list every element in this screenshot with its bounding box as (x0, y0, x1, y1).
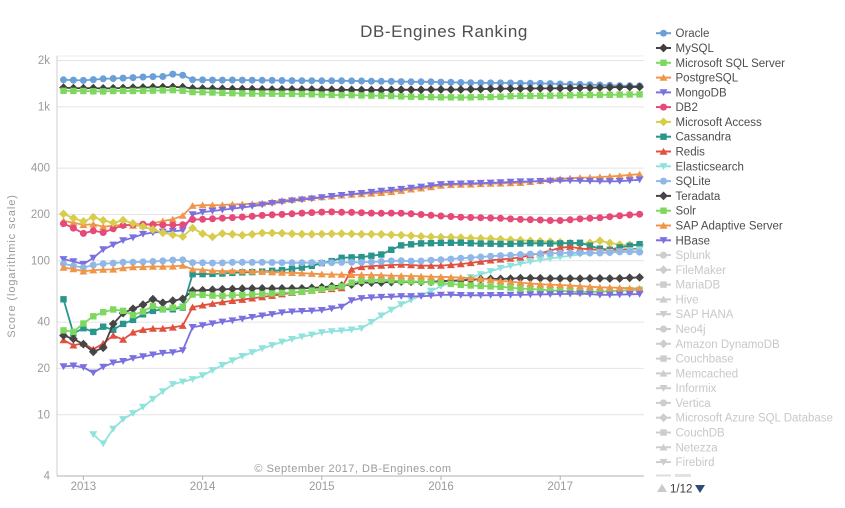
svg-text:Cassandra: Cassandra (676, 132, 732, 144)
svg-text:Teradata: Teradata (676, 191, 721, 203)
svg-text:4: 4 (44, 471, 51, 483)
svg-text:Vertica: Vertica (676, 398, 712, 410)
svg-text:400: 400 (31, 163, 50, 175)
svg-text:Splunk: Splunk (676, 250, 711, 262)
svg-text:SAP Adaptive Server: SAP Adaptive Server (676, 221, 783, 233)
svg-text:Microsoft SQL Server: Microsoft SQL Server (676, 58, 786, 70)
svg-text:SAP HANA: SAP HANA (676, 309, 734, 321)
svg-text:Redis: Redis (676, 147, 706, 159)
svg-text:Firebird: Firebird (676, 457, 715, 469)
svg-text:MongoDB: MongoDB (676, 87, 727, 99)
svg-text:Couchbase: Couchbase (676, 354, 734, 366)
svg-text:© September 2017, DB-Engines.c: © September 2017, DB-Engines.com (254, 463, 451, 475)
svg-text:DB2: DB2 (676, 102, 698, 114)
svg-text:Memcached: Memcached (676, 368, 739, 380)
svg-text:MariaDB: MariaDB (676, 280, 721, 292)
svg-text:Informix: Informix (676, 383, 717, 395)
svg-text:10: 10 (37, 409, 50, 421)
svg-text:2014: 2014 (190, 481, 216, 493)
svg-text:2015: 2015 (309, 481, 335, 493)
svg-text:Neo4j: Neo4j (676, 324, 706, 336)
svg-text:100: 100 (31, 255, 50, 267)
svg-text:Microsoft Access: Microsoft Access (676, 117, 763, 129)
svg-text:Oracle: Oracle (676, 28, 710, 40)
svg-text:SQLite: SQLite (676, 176, 711, 188)
svg-text:CouchDB: CouchDB (676, 428, 726, 440)
svg-text:20: 20 (37, 363, 50, 375)
svg-text:1/12: 1/12 (670, 484, 692, 496)
svg-text:Solr: Solr (676, 206, 697, 218)
svg-text:Amazon DynamoDB: Amazon DynamoDB (676, 339, 781, 351)
svg-text:1k: 1k (38, 101, 50, 113)
svg-text:40: 40 (37, 317, 50, 329)
svg-text:Score (logarithmic scale): Score (logarithmic scale) (6, 194, 18, 338)
svg-text:2016: 2016 (428, 481, 454, 493)
svg-text:MySQL: MySQL (676, 43, 715, 55)
svg-text:2k: 2k (38, 55, 50, 67)
svg-text:200: 200 (31, 209, 50, 221)
svg-text:Elasticsearch: Elasticsearch (676, 161, 744, 173)
svg-text:HBase: HBase (676, 235, 711, 247)
svg-text:Microsoft Azure SQL Database: Microsoft Azure SQL Database (676, 413, 833, 425)
svg-text:FileMaker: FileMaker (676, 265, 727, 277)
svg-text:Hive: Hive (676, 294, 699, 306)
svg-text:Netezza: Netezza (676, 442, 719, 454)
svg-text:2017: 2017 (547, 481, 573, 493)
svg-text:DB-Engines Ranking: DB-Engines Ranking (360, 22, 528, 41)
svg-text:PostgreSQL: PostgreSQL (676, 73, 739, 85)
svg-text:2013: 2013 (71, 481, 97, 493)
